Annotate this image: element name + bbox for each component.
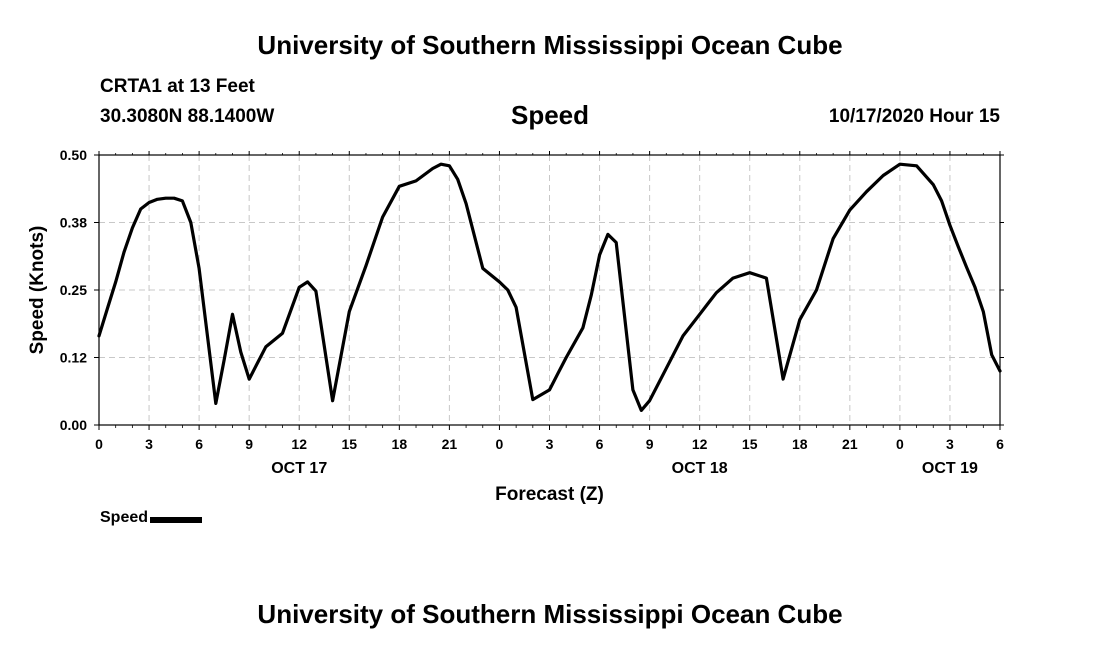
- date-label: OCT 17: [271, 460, 327, 477]
- parameter-title: Speed: [510, 100, 590, 130]
- y-tick-label: 0.12: [60, 350, 87, 366]
- date-label: OCT 18: [672, 460, 728, 477]
- x-tick-label: 15: [742, 436, 758, 452]
- x-tick-label: 12: [291, 436, 307, 452]
- page-title: University of Southern Mississippi Ocean…: [257, 30, 843, 60]
- x-tick-label: 15: [341, 436, 357, 452]
- y-tick-label: 0.25: [60, 282, 87, 298]
- x-tick-label: 0: [896, 436, 904, 452]
- legend-swatch: [150, 516, 203, 523]
- x-tick-label: 0: [496, 436, 504, 452]
- x-tick-label: 3: [145, 436, 153, 452]
- x-axis-label: Forecast (Z): [495, 484, 604, 505]
- x-tick-label: 3: [546, 436, 554, 452]
- y-tick-label: 0.00: [60, 417, 87, 433]
- station-label: CRTA1 at 13 Feet: [100, 76, 255, 97]
- x-tick-label: 9: [646, 436, 654, 452]
- x-tick-label: 6: [596, 436, 604, 452]
- x-tick-label: 21: [442, 436, 458, 452]
- x-tick-label: 0: [95, 436, 103, 452]
- x-tick-label: 12: [692, 436, 708, 452]
- x-tick-label: 6: [195, 436, 203, 452]
- x-tick-label: 18: [392, 436, 408, 452]
- y-tick-label: 0.50: [60, 147, 87, 163]
- x-tick-label: 21: [842, 436, 858, 452]
- datetime-label: 10/17/2020 Hour 15: [828, 106, 1000, 127]
- legend: Speed: [100, 509, 203, 527]
- x-tick-label: 18: [792, 436, 808, 452]
- y-axis-label: Speed (Knots): [27, 226, 48, 355]
- x-tick-label: 6: [996, 436, 1004, 452]
- series-line-speed: [97, 162, 1002, 412]
- location-label: 30.3080N 88.1400W: [100, 106, 275, 127]
- x-tick-label: 9: [245, 436, 253, 452]
- legend-label: Speed: [100, 509, 149, 526]
- footer-title: University of Southern Mississippi Ocean…: [257, 599, 843, 629]
- date-label: OCT 19: [922, 460, 978, 477]
- y-tick-label: 0.38: [60, 215, 87, 231]
- x-tick-label: 3: [946, 436, 954, 452]
